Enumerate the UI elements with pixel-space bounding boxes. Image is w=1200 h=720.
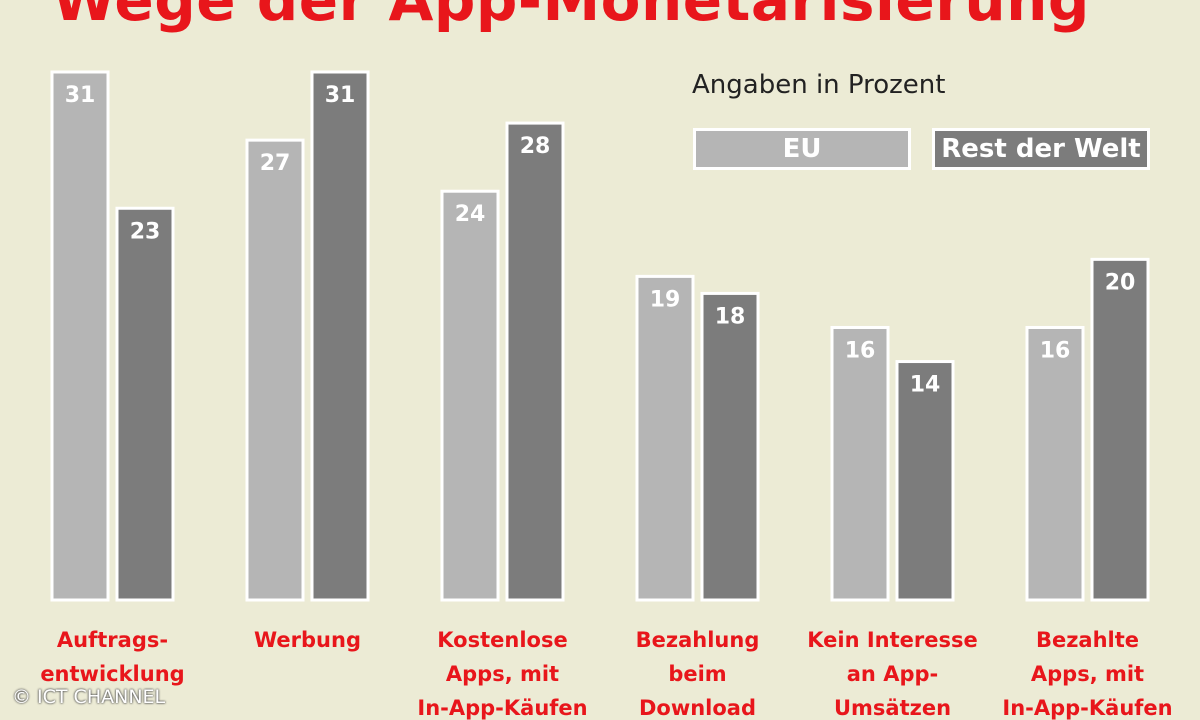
category-label-line: Apps, mit <box>1031 662 1144 686</box>
category-label-line: In-App-Käufen <box>1002 696 1172 720</box>
data-label-eu-2: 24 <box>455 202 486 227</box>
data-label-rest-der-welt-2: 28 <box>520 134 551 159</box>
bar-eu-3 <box>635 274 695 602</box>
data-label-eu-0: 31 <box>65 83 96 108</box>
category-label-line: Bezahlung <box>636 628 760 652</box>
category-label-line: Download <box>639 696 756 720</box>
bar-eu-4 <box>830 325 890 602</box>
category-label-2: Kostenlose Apps, mit In-App-Käufen <box>417 628 587 720</box>
data-label-eu-5: 16 <box>1040 338 1071 363</box>
unit-note: Angaben in Prozent <box>692 70 946 100</box>
category-label-0: Auftrags-entwicklung <box>40 628 184 686</box>
legend-item-rest-der-welt: Rest der Welt <box>932 128 1150 170</box>
data-label-rest-der-welt-3: 18 <box>715 304 746 329</box>
bar-rest-der-welt-1 <box>310 70 370 602</box>
bar-rest-der-welt-0 <box>115 206 175 602</box>
bar-eu-2 <box>440 189 500 602</box>
data-label-eu-1: 27 <box>260 151 291 176</box>
copyright-notice: © ICT CHANNEL <box>12 686 166 708</box>
category-label-line: Auftrags- <box>57 628 168 652</box>
category-label-line: entwicklung <box>40 662 184 686</box>
category-label-line: beim <box>668 662 726 686</box>
legend-item-eu: EU <box>693 128 911 170</box>
category-label-line: Werbung <box>254 628 361 652</box>
data-label-rest-der-welt-0: 23 <box>130 219 161 244</box>
bar-rest-der-welt-4 <box>895 360 955 602</box>
data-label-rest-der-welt-4: 14 <box>910 373 941 398</box>
bar-eu-5 <box>1025 325 1085 602</box>
category-label-line: Umsätzen <box>834 696 951 720</box>
bar-eu-1 <box>245 138 305 602</box>
category-label-line: an App- <box>847 662 938 686</box>
category-label-line: Bezahlte <box>1036 628 1139 652</box>
chart-title: Wege der App-Monetarisierung <box>52 0 1090 34</box>
category-label-3: Bezahlung beim Download <box>636 628 760 720</box>
category-label-line: In-App-Käufen <box>417 696 587 720</box>
bar-rest-der-welt-2 <box>505 121 565 602</box>
data-label-eu-4: 16 <box>845 338 876 363</box>
bar-eu-0 <box>50 70 110 602</box>
data-label-rest-der-welt-5: 20 <box>1105 270 1136 295</box>
category-label-line: Apps, mit <box>446 662 559 686</box>
data-label-rest-der-welt-1: 31 <box>325 83 356 108</box>
category-label-line: Kostenlose <box>437 628 567 652</box>
category-label-1: Werbung <box>254 628 361 652</box>
bar-rest-der-welt-5 <box>1090 257 1150 602</box>
bar-rest-der-welt-3 <box>700 291 760 602</box>
category-label-line: Kein Interesse <box>807 628 978 652</box>
data-label-eu-3: 19 <box>650 287 681 312</box>
category-label-4: Kein Interesse an App- Umsätzen <box>807 628 978 720</box>
category-label-5: Bezahlte Apps, mit In-App-Käufen <box>1002 628 1172 720</box>
